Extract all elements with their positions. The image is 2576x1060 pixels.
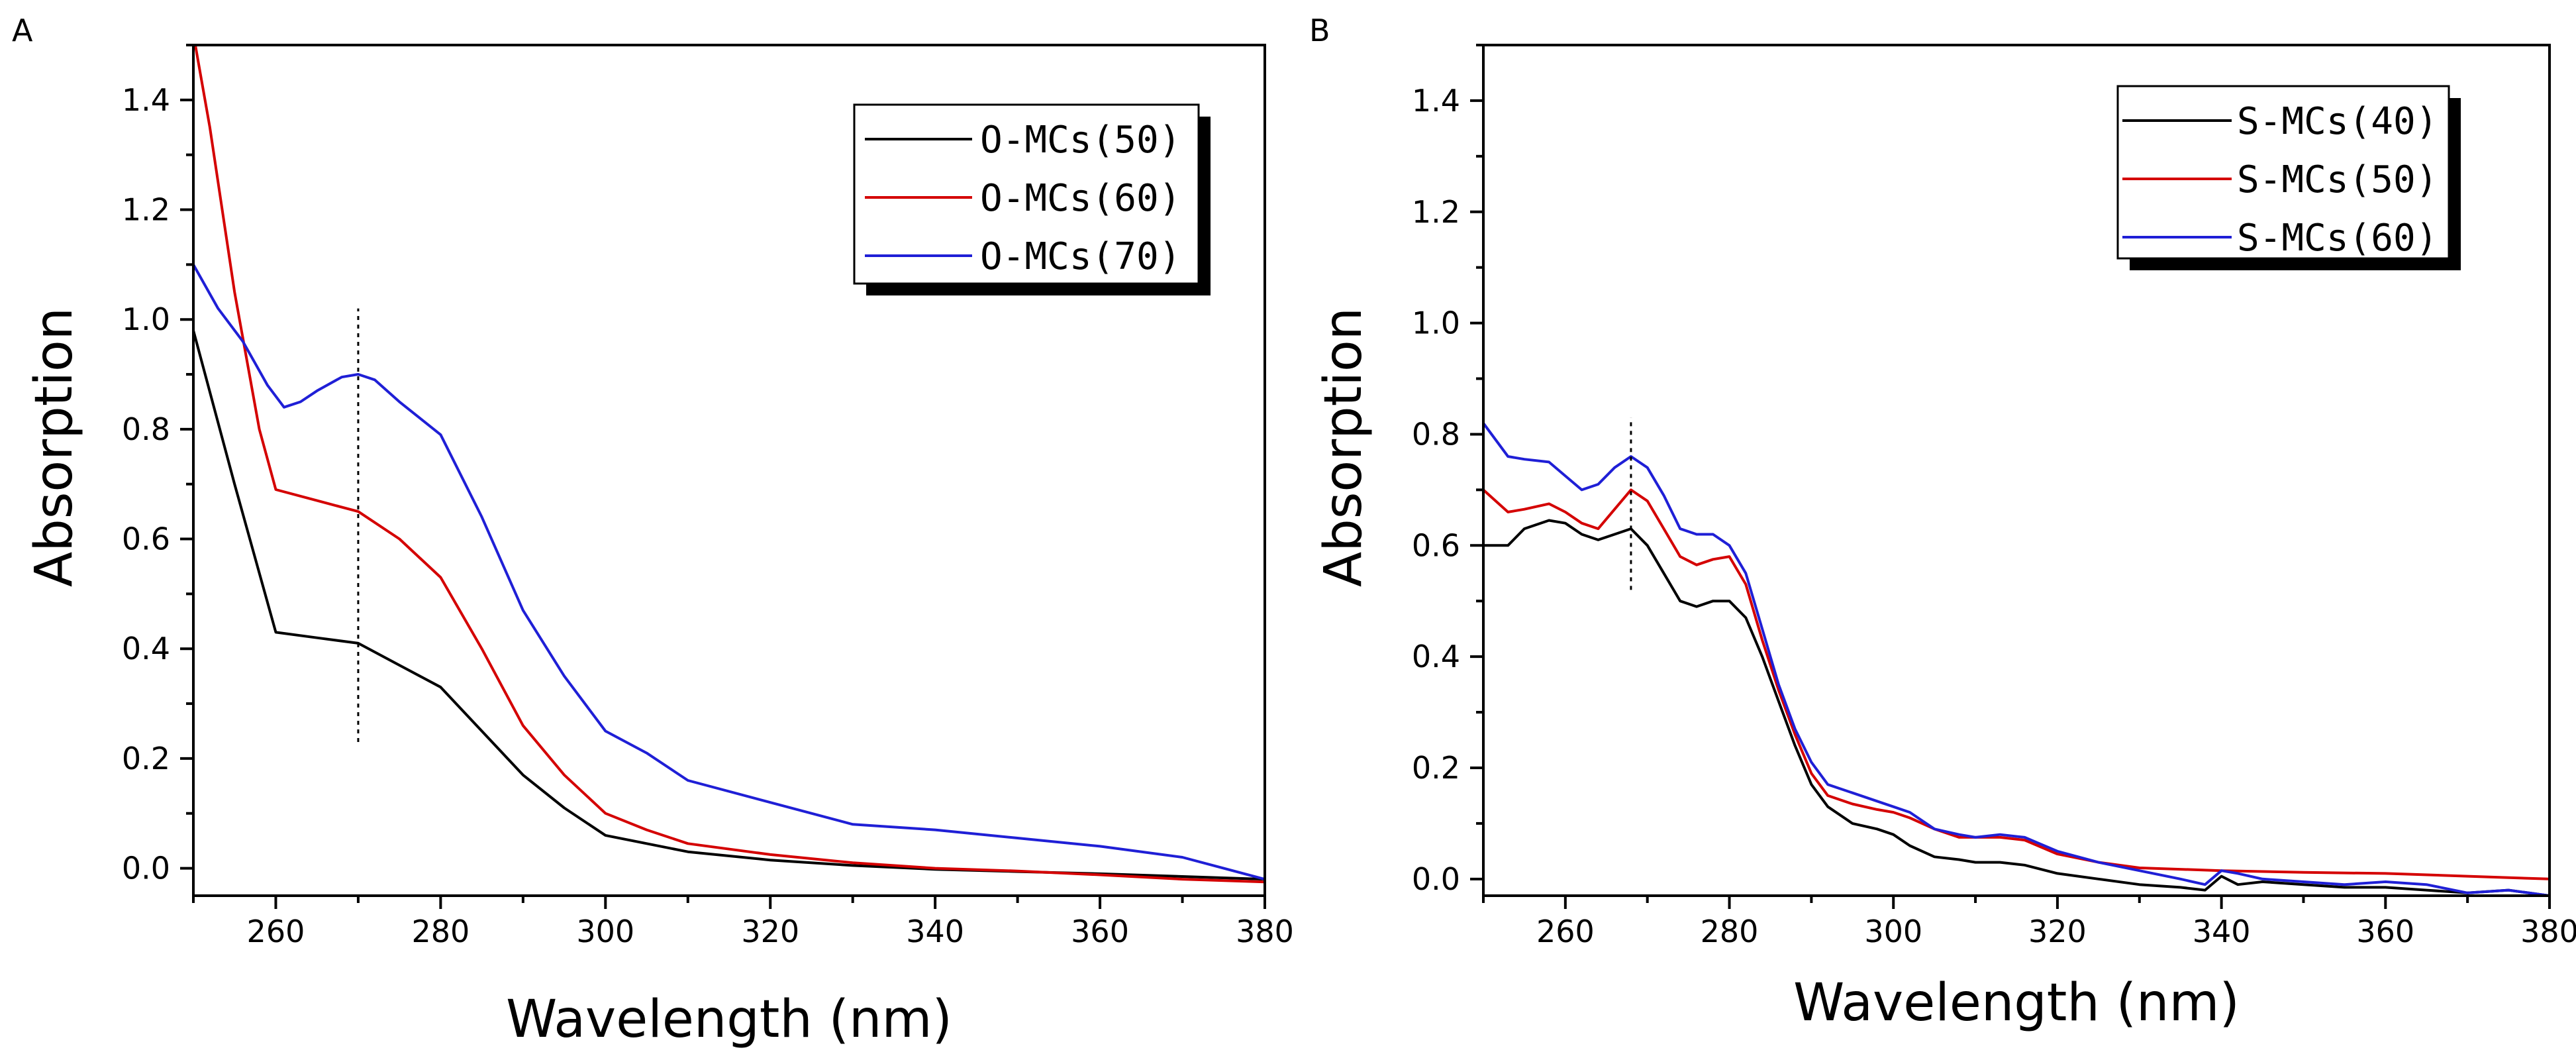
y-tick-label: 0.4 xyxy=(122,631,170,666)
series-line-O-MCs(70) xyxy=(193,264,1265,881)
chart-panel-a: A 260 280 300 320 340 360 380 0.0 0.2 0.4 0.6 0.8 1.0… xyxy=(12,13,1294,1049)
legend-box xyxy=(2116,85,2450,260)
series-line-O-MCs(60) xyxy=(193,45,1265,884)
legend-entry-label: S-MCs(50) xyxy=(2237,158,2438,201)
y-tick-label: 1.2 xyxy=(1412,194,1460,230)
y-tick-label: 0.0 xyxy=(1412,861,1460,897)
legend: S-MCs(40) S-MCs(50) S-MCs(60) xyxy=(2116,85,2461,270)
y-tick-label: 0.6 xyxy=(1412,527,1460,563)
x-tick-label: 260 xyxy=(247,914,305,949)
y-tick-label: 1.4 xyxy=(1412,83,1460,119)
x-tick-label: 260 xyxy=(1536,914,1595,949)
x-tick-label: 380 xyxy=(2520,914,2576,949)
y-tick-label: 0.0 xyxy=(122,851,170,886)
series-line-S-MCs(40) xyxy=(1483,519,2550,896)
legend-box xyxy=(853,103,1200,285)
legend-entry-label: O-MCs(70) xyxy=(980,235,1181,278)
y-tick-label: 0.2 xyxy=(122,741,170,776)
series-line-O-MCs(50) xyxy=(193,330,1265,881)
chart-panel-b: B 260 280 300 320 340 360 380 0.0 0.2 0.4 0.6 0.8 1.0… xyxy=(1309,13,2576,1033)
y-tick-label: 1.0 xyxy=(1412,305,1460,341)
y-tick-label: 1.0 xyxy=(122,301,170,337)
x-tick-label: 340 xyxy=(2193,914,2251,949)
series-group xyxy=(1483,422,2550,896)
legend-entry-label: O-MCs(60) xyxy=(980,177,1181,220)
x-tick-label: 280 xyxy=(1701,914,1759,949)
y-axis-title: Absorption xyxy=(25,307,84,587)
plot-frame xyxy=(1482,44,2551,897)
panel-letter: B xyxy=(1309,13,1330,48)
x-tick-label: 300 xyxy=(576,914,634,949)
y-tick-label: 0.2 xyxy=(1412,750,1460,786)
y-tick-label: 1.2 xyxy=(122,192,170,228)
y-tick-label: 0.4 xyxy=(1412,639,1460,674)
series-group xyxy=(193,45,1265,884)
panel-letter: A xyxy=(12,13,33,48)
x-axis-title: Wavelength (nm) xyxy=(506,990,952,1049)
y-tick-label: 0.6 xyxy=(122,521,170,557)
series-line-S-MCs(50) xyxy=(1483,488,2550,880)
y-tick-label: 1.4 xyxy=(122,82,170,118)
y-tick-label: 0.8 xyxy=(1412,416,1460,452)
series-line-S-MCs(60) xyxy=(1483,422,2550,896)
x-tick-label: 360 xyxy=(1071,914,1129,949)
legend-entry-label: S-MCs(60) xyxy=(2237,217,2438,260)
plot-frame xyxy=(192,44,1266,897)
legend: O-MCs(50) O-MCs(60) O-MCs(70) xyxy=(853,103,1211,295)
x-axis-title: Wavelength (nm) xyxy=(1793,973,2240,1033)
y-tick-label: 0.8 xyxy=(122,411,170,447)
x-tick-label: 340 xyxy=(906,914,964,949)
x-tick-label: 360 xyxy=(2356,914,2414,949)
x-tick-label: 320 xyxy=(741,914,799,949)
x-tick-label: 380 xyxy=(1236,914,1294,949)
y-axis-title: Absorption xyxy=(1314,307,1373,587)
x-tick-label: 320 xyxy=(2028,914,2087,949)
x-tick-label: 300 xyxy=(1864,914,1922,949)
x-tick-label: 280 xyxy=(411,914,470,949)
legend-entry-label: O-MCs(50) xyxy=(980,119,1181,162)
legend-entry-label: S-MCs(40) xyxy=(2237,100,2438,143)
